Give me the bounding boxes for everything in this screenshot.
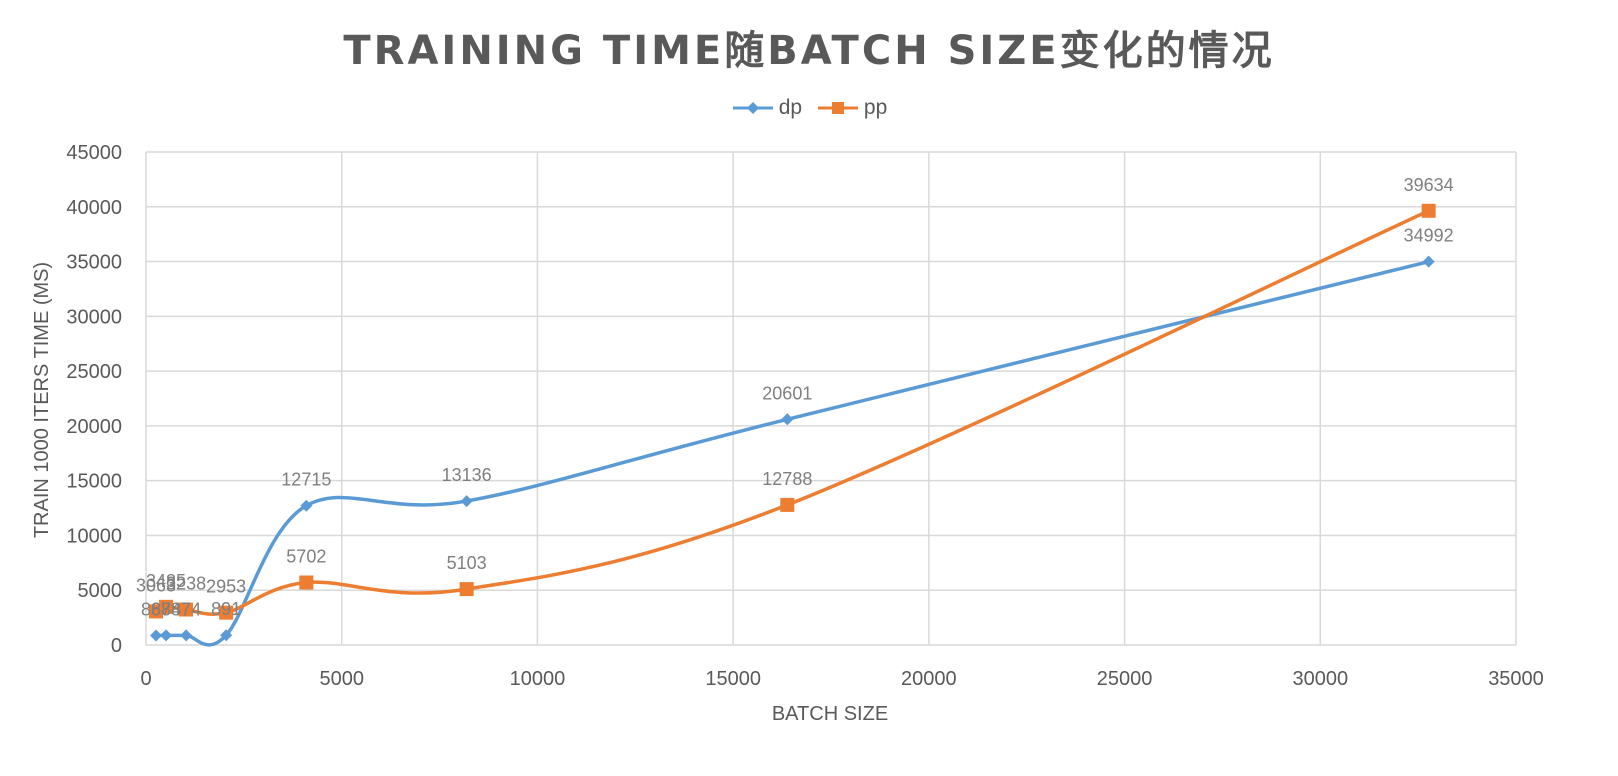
y-tick-label: 20000 [66,416,122,438]
tick-labels: 0 5000 10000 15000 20000 25000 30000 35000 40000… [66,142,1543,690]
y-tick-label: 30000 [66,306,122,328]
series-lines [154,209,1431,647]
marker-pp [299,575,314,590]
marker-dp [220,629,233,642]
data-label-dp: 20601 [762,383,812,403]
marker-dp [180,629,193,642]
legend-label-dp: dp [778,96,803,119]
marker-dp [781,413,794,426]
data-label-dp: 13136 [442,465,492,485]
legend-item-pp: pp [816,96,887,120]
gridlines [145,151,1517,646]
data-label-dp: 34992 [1404,226,1454,246]
marker-dp [460,495,473,508]
data-label-pp: 12788 [762,469,812,489]
y-tick-label: 40000 [66,197,122,219]
legend-swatch-pp [817,102,858,114]
data-label-pp: 3238 [166,574,206,594]
x-axis-title: BATCH SIZE [772,703,888,725]
data-label-dp: 12715 [281,470,331,490]
legend-item-dp: dp [731,96,802,120]
data-label-dp: 874 [171,599,201,619]
x-tick-label: 5000 [319,668,364,690]
data-label-pp: 5702 [286,547,326,567]
y-tick-label: 0 [111,635,122,657]
legend-swatch-dp [732,102,773,114]
x-tick-label: 10000 [510,668,566,690]
marker-dp [1422,255,1435,268]
x-tick-label: 15000 [705,668,761,690]
marker-pp [179,602,194,617]
data-label-pp: 3063 [136,575,176,595]
data-label-pp: 39634 [1404,175,1454,195]
data-label-pp: 5103 [447,553,487,573]
legend: dp pp [0,96,1618,122]
data-label-dp: 868 [141,599,171,619]
y-tick-label: 10000 [66,525,122,547]
x-tick-label: 35000 [1488,668,1544,690]
data-label-dp: 874 [151,599,181,619]
data-label-pp: 2953 [206,577,246,597]
marker-dp [160,629,173,642]
y-tick-label: 45000 [66,142,122,164]
y-tick-label: 5000 [78,580,123,602]
data-label-pp: 3485 [146,571,186,591]
y-tick-label: 35000 [66,252,122,274]
marker-pp [219,605,234,620]
x-tick-label: 30000 [1292,668,1348,690]
marker-dp [300,499,313,512]
series-line-dp [154,259,1431,647]
marker-pp [159,599,174,614]
y-tick-label: 15000 [66,471,122,493]
marker-pp [459,582,474,597]
series-markers [149,203,1436,642]
data-label-dp: 891 [211,599,241,619]
y-tick-label: 25000 [66,361,122,383]
series-line-pp [154,209,1431,616]
x-tick-label: 25000 [1097,668,1153,690]
marker-pp [780,497,795,512]
x-tick-label: 20000 [901,668,957,690]
legend-label-pp: pp [863,96,888,119]
y-axis-title: TRAIN 1000 ITERS TIME (MS) [31,262,53,538]
x-tick-label: 0 [140,668,151,690]
marker-pp [1421,203,1436,218]
marker-dp [150,629,163,642]
chart-title: TRAINING TIME随BATCH SIZE变化的情况 [343,28,1275,74]
